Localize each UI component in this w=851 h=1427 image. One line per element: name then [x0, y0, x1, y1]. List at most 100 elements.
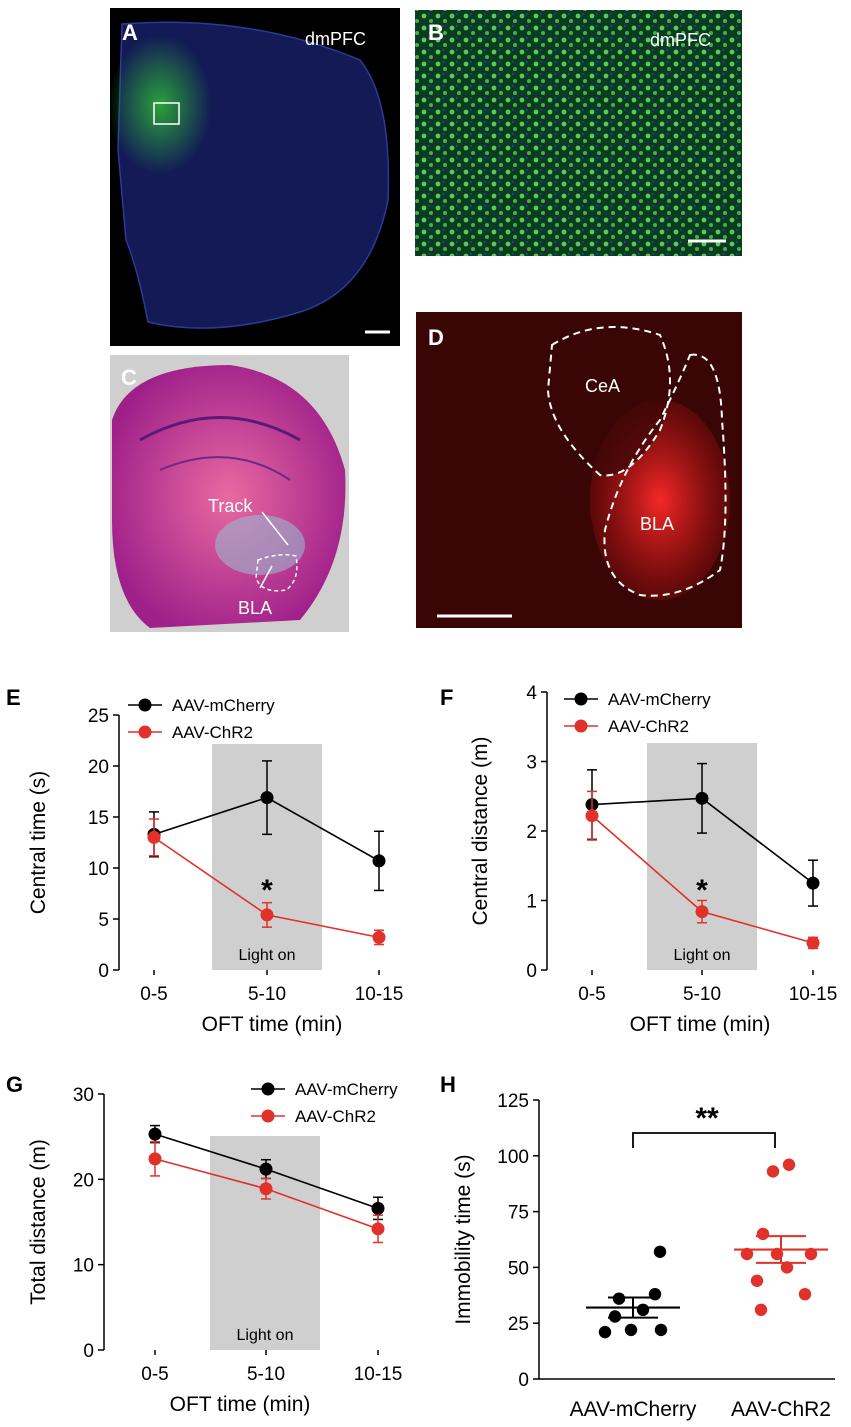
light-on-label: Light on [237, 1327, 294, 1344]
y-tick-label: 125 [497, 1091, 529, 1112]
panel-d-cea-label: CeA [585, 376, 620, 396]
data-point [598, 1325, 612, 1339]
x-axis-label: OFT time (min) [170, 1393, 311, 1416]
legend-marker [574, 692, 588, 706]
data-point [585, 809, 599, 823]
y-tick-label: 10 [73, 1256, 94, 1277]
data-point [782, 1158, 796, 1171]
panel-a-letter: A [122, 20, 138, 45]
panel-e-letter: E [6, 685, 21, 710]
x-tick-label: 5-10 [247, 1364, 285, 1385]
panel-d-bla-label: BLA [640, 514, 674, 534]
significance-star: * [261, 874, 273, 907]
legend-marker [574, 719, 588, 733]
y-axis-label: Central time (s) [27, 771, 50, 915]
data-point [260, 791, 274, 805]
x-tick-label: 10-15 [355, 984, 404, 1005]
data-point [654, 1323, 668, 1337]
legend-marker [138, 725, 152, 739]
data-point [695, 791, 709, 805]
data-point [804, 1247, 818, 1261]
y-axis-label: Total distance (m) [27, 1139, 50, 1305]
y-tick-label: 5 [98, 910, 109, 931]
data-point [147, 830, 161, 844]
x-tick-label: 0-5 [141, 1364, 168, 1385]
panel-h-letter: H [440, 1072, 456, 1097]
data-point [608, 1310, 622, 1323]
significance-star: ** [695, 1102, 719, 1135]
panel-d-letter: D [428, 325, 444, 350]
y-tick-label: 20 [73, 1170, 94, 1191]
y-tick-label: 2 [526, 822, 537, 843]
data-point [750, 1274, 764, 1287]
y-tick-label: 0 [526, 961, 537, 982]
data-point [766, 1165, 780, 1178]
panel-c-track-label: Track [208, 496, 253, 516]
y-tick-label: 0 [518, 1370, 529, 1391]
x-tick-label: 10-15 [354, 1364, 403, 1385]
y-tick-label: 10 [88, 859, 109, 880]
legend-label: AAV-ChR2 [608, 717, 689, 736]
legend-marker [261, 1109, 275, 1123]
legend-label: AAV-ChR2 [172, 723, 253, 742]
significance-star: * [696, 874, 708, 907]
panel-d-image: D CeA BLA [416, 312, 742, 628]
data-point [806, 876, 820, 890]
chart-central-time: Light on 0 5 10 15 20 25 0-5 5-10 10-15 OFT time (… [27, 696, 403, 1036]
x-tick-label: 0-5 [140, 984, 167, 1005]
chart-central-distance: Light on 0 1 2 3 4 0-5 5-10 10-15 OFT time (min) C… [469, 683, 837, 1036]
data-point [259, 1182, 273, 1196]
data-point [754, 1303, 768, 1317]
y-tick-label: 20 [88, 757, 109, 778]
x-tick-label: AAV-ChR2 [731, 1398, 831, 1421]
panel-g-letter: G [6, 1072, 23, 1097]
data-point [371, 1222, 385, 1236]
legend-marker [261, 1082, 275, 1096]
y-axis-label: Immobility time (s) [452, 1154, 475, 1324]
legend-label: AAV-mCherry [295, 1080, 398, 1099]
data-point [756, 1227, 770, 1241]
y-tick-label: 50 [508, 1258, 529, 1279]
y-tick-label: 75 [508, 1203, 529, 1224]
panel-c-letter: C [121, 365, 137, 390]
y-tick-label: 25 [508, 1314, 529, 1335]
light-on-label: Light on [239, 947, 296, 964]
y-tick-label: 1 [526, 892, 537, 913]
data-point [372, 930, 386, 944]
data-point [612, 1292, 626, 1305]
data-point [372, 854, 386, 868]
y-tick-label: 4 [526, 683, 537, 704]
legend-marker [138, 698, 152, 712]
y-tick-label: 3 [526, 753, 537, 774]
x-tick-label: AAV-mCherry [570, 1398, 697, 1421]
panel-b-image: B dmPFC [415, 10, 742, 256]
light-on-label: Light on [674, 947, 731, 964]
chart-total-distance: Light on 0 10 20 30 0-5 5-10 10-15 OFT time (min… [27, 1080, 402, 1416]
panel-b-region-label: dmPFC [650, 30, 711, 50]
data-point [798, 1287, 812, 1301]
panel-c-bla-label: BLA [238, 598, 272, 618]
data-point [259, 1162, 273, 1176]
y-tick-label: 100 [497, 1147, 529, 1168]
panel-c-image: C Track BLA [110, 355, 349, 632]
y-tick-label: 25 [88, 706, 109, 727]
data-point [371, 1201, 385, 1215]
y-tick-label: 0 [98, 961, 109, 982]
data-point [653, 1245, 667, 1258]
chart-immobility-time: 0 25 50 75 100 125 Immobility time (s) AAV-mChe… [452, 1091, 835, 1421]
panel-f-letter: F [440, 685, 453, 710]
data-point [148, 1127, 162, 1141]
legend-label: AAV-ChR2 [295, 1107, 376, 1126]
x-tick-label: 5-10 [683, 984, 721, 1005]
x-tick-label: 0-5 [578, 984, 605, 1005]
data-point [636, 1303, 650, 1317]
data-point [780, 1261, 794, 1274]
legend-label: AAV-mCherry [172, 696, 275, 715]
x-axis-label: OFT time (min) [202, 1013, 343, 1036]
y-tick-label: 15 [88, 808, 109, 829]
x-axis-label: OFT time (min) [630, 1013, 771, 1036]
data-point [624, 1323, 638, 1337]
y-axis-label: Central distance (m) [469, 736, 492, 925]
y-tick-label: 0 [83, 1341, 94, 1362]
